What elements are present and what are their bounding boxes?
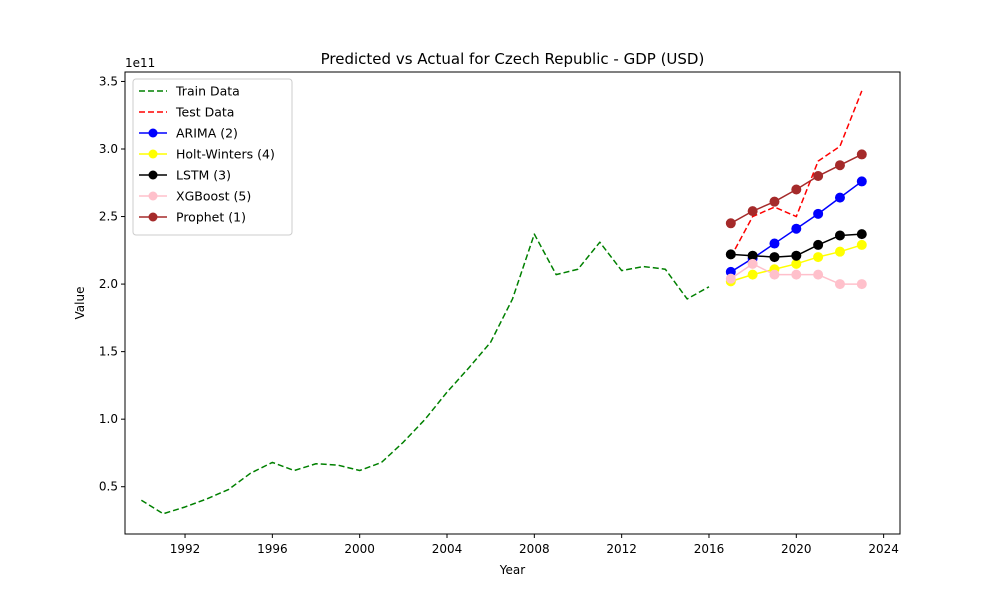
y-tick-label: 0.5 bbox=[99, 480, 118, 494]
data-point-xgboost-5 bbox=[834, 279, 845, 290]
data-point-prophet-1 bbox=[725, 218, 736, 229]
data-point-prophet-1 bbox=[769, 196, 780, 207]
series-arima-2 bbox=[725, 176, 867, 277]
y-tick-label: 1.5 bbox=[99, 345, 118, 359]
data-point-xgboost-5 bbox=[769, 269, 780, 280]
series-line-test-data bbox=[730, 90, 863, 258]
x-tick-label: 2004 bbox=[432, 542, 463, 556]
y-axis-label: Value bbox=[73, 287, 87, 320]
legend: Train Data Test Data ARIMA (2) Holt-Winters… bbox=[132, 78, 293, 236]
y-tick-label: 3.5 bbox=[99, 74, 118, 88]
data-point-xgboost-5 bbox=[747, 258, 758, 269]
data-point-prophet-1 bbox=[791, 184, 802, 195]
y-tick-label: 2.0 bbox=[99, 277, 118, 291]
x-tick-label: 2020 bbox=[781, 542, 812, 556]
series-prophet-1 bbox=[725, 149, 867, 229]
data-point-xgboost-5 bbox=[725, 273, 736, 284]
series-lstm-3 bbox=[725, 229, 867, 263]
data-point-holt-winters-4 bbox=[747, 269, 758, 280]
legend-label: XGBoost (5) bbox=[176, 189, 251, 204]
series-train-data bbox=[140, 233, 710, 515]
legend-label: Test Data bbox=[175, 105, 234, 120]
legend-swatch-marker bbox=[148, 212, 158, 222]
legend-item: Test Data bbox=[139, 105, 234, 120]
x-tick-label: 1992 bbox=[170, 542, 201, 556]
legend-swatch-marker bbox=[148, 170, 158, 180]
data-point-holt-winters-4 bbox=[834, 246, 845, 257]
data-point-arima-2 bbox=[791, 223, 802, 234]
data-point-prophet-1 bbox=[834, 160, 845, 171]
legend-label: ARIMA (2) bbox=[176, 126, 238, 141]
x-tick-label: 1996 bbox=[257, 542, 288, 556]
data-point-lstm-3 bbox=[791, 250, 802, 261]
data-point-arima-2 bbox=[769, 238, 780, 249]
data-point-lstm-3 bbox=[725, 249, 736, 260]
data-point-lstm-3 bbox=[834, 230, 845, 241]
y-tick-label: 2.5 bbox=[99, 210, 118, 224]
series-holt-winters-4 bbox=[725, 239, 867, 287]
legend-box bbox=[132, 78, 293, 236]
x-tick-label: 2016 bbox=[694, 542, 725, 556]
x-tick-label: 2000 bbox=[344, 542, 375, 556]
series-xgboost-5 bbox=[725, 258, 867, 290]
legend-item: LSTM (3) bbox=[139, 168, 231, 183]
legend-label: LSTM (3) bbox=[176, 168, 231, 183]
x-tick-label: 2012 bbox=[606, 542, 637, 556]
x-tick-label: 2008 bbox=[519, 542, 550, 556]
data-point-lstm-3 bbox=[856, 229, 867, 240]
series-line-train-data bbox=[140, 233, 710, 515]
legend-item: Train Data bbox=[139, 84, 240, 99]
legend-label: Holt-Winters (4) bbox=[176, 147, 275, 162]
data-point-arima-2 bbox=[834, 192, 845, 203]
data-point-lstm-3 bbox=[813, 239, 824, 250]
chart-title: Predicted vs Actual for Czech Republic -… bbox=[321, 50, 705, 68]
data-point-xgboost-5 bbox=[791, 269, 802, 280]
series-test-data bbox=[730, 90, 863, 258]
y-tick-label: 1.0 bbox=[99, 412, 118, 426]
data-point-arima-2 bbox=[856, 176, 867, 187]
data-point-prophet-1 bbox=[813, 171, 824, 182]
legend-swatch-marker bbox=[148, 191, 158, 201]
legend-swatch-marker bbox=[148, 149, 158, 159]
x-axis-label: Year bbox=[499, 563, 525, 577]
x-tick-label: 2024 bbox=[868, 542, 899, 556]
legend-swatch-marker bbox=[148, 128, 158, 138]
data-point-xgboost-5 bbox=[813, 269, 824, 280]
plot-area: 1992 1996 2000 2004 2008 2012 2016 2020 2024 0.5 1… bbox=[99, 71, 901, 556]
data-point-holt-winters-4 bbox=[856, 239, 867, 250]
legend-item: Holt-Winters (4) bbox=[139, 147, 275, 162]
data-point-prophet-1 bbox=[856, 149, 867, 160]
axes-frame bbox=[124, 71, 901, 535]
data-point-prophet-1 bbox=[747, 206, 758, 217]
data-point-arima-2 bbox=[813, 208, 824, 219]
legend-item: ARIMA (2) bbox=[139, 126, 238, 141]
legend-item: Prophet (1) bbox=[139, 210, 246, 225]
y-tick-label: 3.0 bbox=[99, 142, 118, 156]
legend-item: XGBoost (5) bbox=[139, 189, 251, 204]
legend-label: Train Data bbox=[175, 84, 240, 99]
y-offset-label: 1e11 bbox=[125, 56, 155, 70]
legend-label: Prophet (1) bbox=[176, 210, 246, 225]
data-point-xgboost-5 bbox=[856, 279, 867, 290]
data-point-lstm-3 bbox=[769, 252, 780, 263]
data-point-holt-winters-4 bbox=[813, 252, 824, 263]
